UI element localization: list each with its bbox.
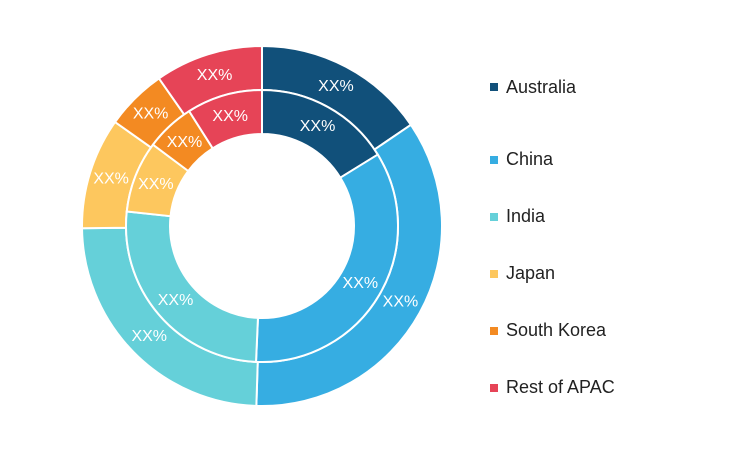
- legend-item-china: China: [490, 131, 615, 188]
- legend-swatch: [490, 155, 498, 164]
- legend-label: Australia: [506, 76, 577, 97]
- legend-item-rest-of-apac: Rest of APAC: [490, 359, 615, 416]
- inner-slice-label: XX%: [212, 108, 248, 125]
- inner-slice-china: [254, 153, 399, 363]
- inner-slice-rest-of-apac: [187, 88, 263, 150]
- outer-slice-label: XX%: [197, 67, 233, 84]
- legend-swatch: [490, 326, 498, 335]
- outer-slice-label: XX%: [133, 105, 169, 122]
- legend-label: India: [506, 206, 546, 226]
- inner-slice-label: XX%: [138, 176, 174, 193]
- legend-swatch: [490, 383, 498, 392]
- legend-item-australia: Australia: [490, 74, 615, 100]
- legend-swatch: [490, 269, 498, 278]
- legend-label: Rest of APAC: [506, 377, 615, 397]
- legend-item-japan: Japan: [490, 245, 615, 302]
- legend-item-south-korea: South Korea: [490, 302, 615, 359]
- inner-slice-label: XX%: [158, 292, 194, 309]
- inner-slice-label: XX%: [300, 118, 336, 135]
- legend-label: South Korea: [506, 320, 607, 340]
- outer-slice-label: XX%: [131, 328, 167, 345]
- legend-label: Japan: [506, 263, 556, 283]
- inner-slice-label: XX%: [167, 134, 203, 151]
- legend-swatch: [490, 83, 498, 91]
- legend-item-india: India: [490, 188, 615, 245]
- outer-slice-label: XX%: [93, 171, 129, 188]
- legend-swatch: [490, 212, 498, 221]
- legend-label: China: [506, 149, 554, 169]
- legend: Australia China India Japan South Korea …: [490, 74, 615, 416]
- outer-slice-label: XX%: [318, 78, 354, 95]
- outer-slice-label: XX%: [383, 294, 419, 311]
- inner-slice-label: XX%: [343, 275, 379, 292]
